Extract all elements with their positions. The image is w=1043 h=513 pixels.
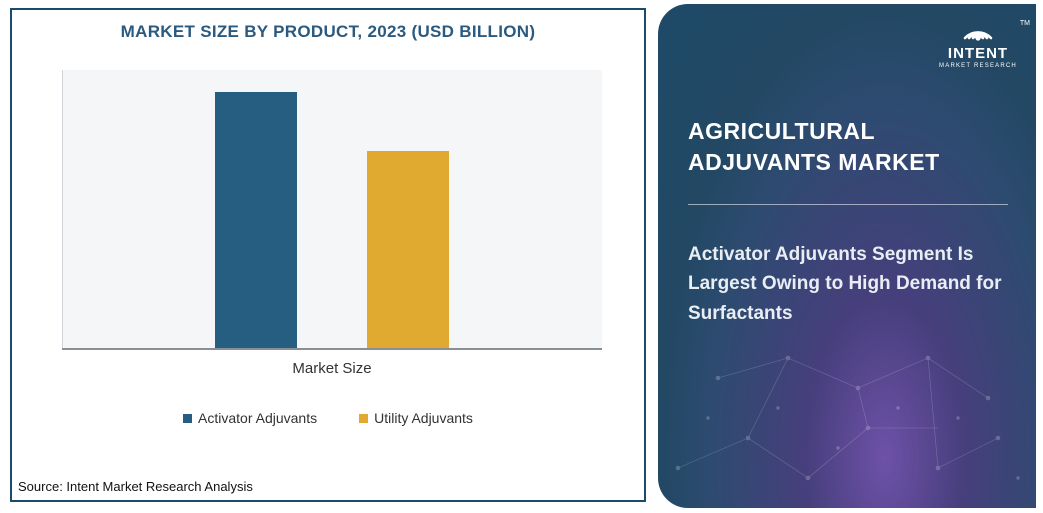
chart-panel: MARKET SIZE BY PRODUCT, 2023 (USD BILLIO…	[10, 8, 646, 502]
logo-main-text: INTENT	[934, 46, 1022, 61]
legend-swatch-icon	[183, 414, 192, 423]
chart-y-axis	[62, 70, 63, 350]
summary-title: AGRICULTURAL ADJUVANTS MARKET	[688, 116, 1018, 178]
logo-sub-text: MARKET RESEARCH	[934, 63, 1022, 70]
brand-logo: INTENT MARKET RESEARCH TM	[934, 14, 1022, 70]
chart-x-label: Market Size	[192, 360, 472, 377]
chart-plot-area	[62, 70, 602, 350]
legend-label: Utility Adjuvants	[374, 410, 473, 426]
source-text: Source: Intent Market Research Analysis	[18, 479, 253, 494]
bar-activator-adjuvants	[215, 92, 297, 350]
legend-item-utility: Utility Adjuvants	[359, 410, 473, 426]
chart-x-axis	[62, 348, 602, 350]
wifi-logo-icon	[959, 14, 997, 44]
summary-body: Activator Adjuvants Segment Is Largest O…	[688, 240, 1008, 328]
bar-utility-adjuvants	[367, 151, 449, 350]
infographic-frame: MARKET SIZE BY PRODUCT, 2023 (USD BILLIO…	[0, 0, 1043, 513]
legend-label: Activator Adjuvants	[198, 410, 317, 426]
legend-swatch-icon	[359, 414, 368, 423]
logo-tm-text: TM	[1020, 20, 1030, 27]
chart-legend: Activator Adjuvants Utility Adjuvants	[12, 410, 644, 426]
summary-panel: INTENT MARKET RESEARCH TM AGRICULTURAL A…	[658, 4, 1036, 508]
legend-item-activator: Activator Adjuvants	[183, 410, 317, 426]
world-network-overlay-icon	[658, 318, 1036, 508]
chart-title: MARKET SIZE BY PRODUCT, 2023 (USD BILLIO…	[12, 22, 644, 42]
summary-divider	[688, 204, 1008, 205]
